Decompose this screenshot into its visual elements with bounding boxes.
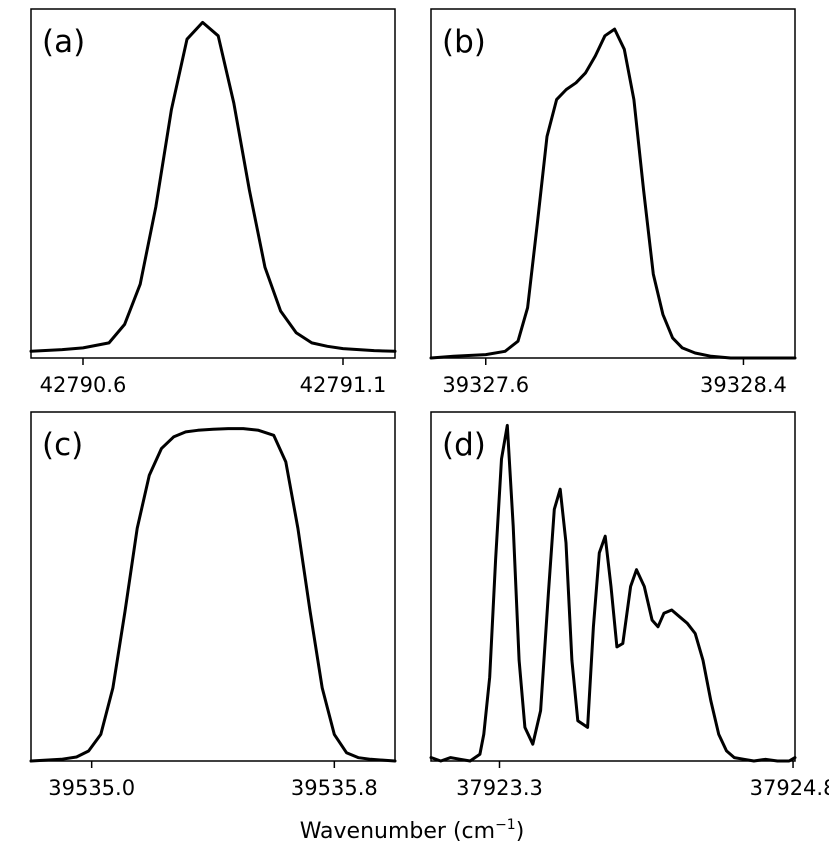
panel-frame xyxy=(430,411,796,762)
spectrum-line xyxy=(29,427,397,763)
x-axis-label-superscript: −1 xyxy=(495,817,516,833)
panel-label: (a) xyxy=(42,24,85,60)
x-tick-label: 37924.8 xyxy=(750,776,829,800)
x-tick-label: 39328.4 xyxy=(700,373,787,397)
x-tick-label: 39535.8 xyxy=(291,776,378,800)
x-tick-label: 39535.0 xyxy=(48,776,135,800)
x-tick-label: 42791.1 xyxy=(300,373,387,397)
spectrum-line xyxy=(29,20,397,353)
spectrum-line xyxy=(429,27,797,360)
panel-label: (b) xyxy=(442,24,486,60)
panel-d: 37923.3 37924.8 (d) xyxy=(429,411,829,800)
x-axis-label-close: ) xyxy=(516,819,525,844)
panel-frame xyxy=(430,8,796,359)
panel-label: (c) xyxy=(42,427,83,463)
panel-frame xyxy=(30,411,396,762)
panels-group: 42790.6 42791.1 (a) 39327.6 39328.4 (b) 39535.… xyxy=(29,8,829,800)
spectrum-line xyxy=(429,423,797,763)
x-axis-label: Wavenumber (cm−1) xyxy=(300,817,525,844)
x-tick-label: 37923.3 xyxy=(456,776,543,800)
panel-label: (d) xyxy=(442,427,486,463)
panel-c: 39535.0 39535.8 (c) xyxy=(29,411,397,800)
x-tick-label: 42790.6 xyxy=(40,373,127,397)
panel-a: 42790.6 42791.1 (a) xyxy=(29,8,397,397)
panel-frame xyxy=(30,8,396,359)
x-tick-label: 39327.6 xyxy=(442,373,529,397)
x-axis-label-text: Wavenumber (cm xyxy=(300,819,495,844)
panel-b: 39327.6 39328.4 (b) xyxy=(429,8,797,397)
